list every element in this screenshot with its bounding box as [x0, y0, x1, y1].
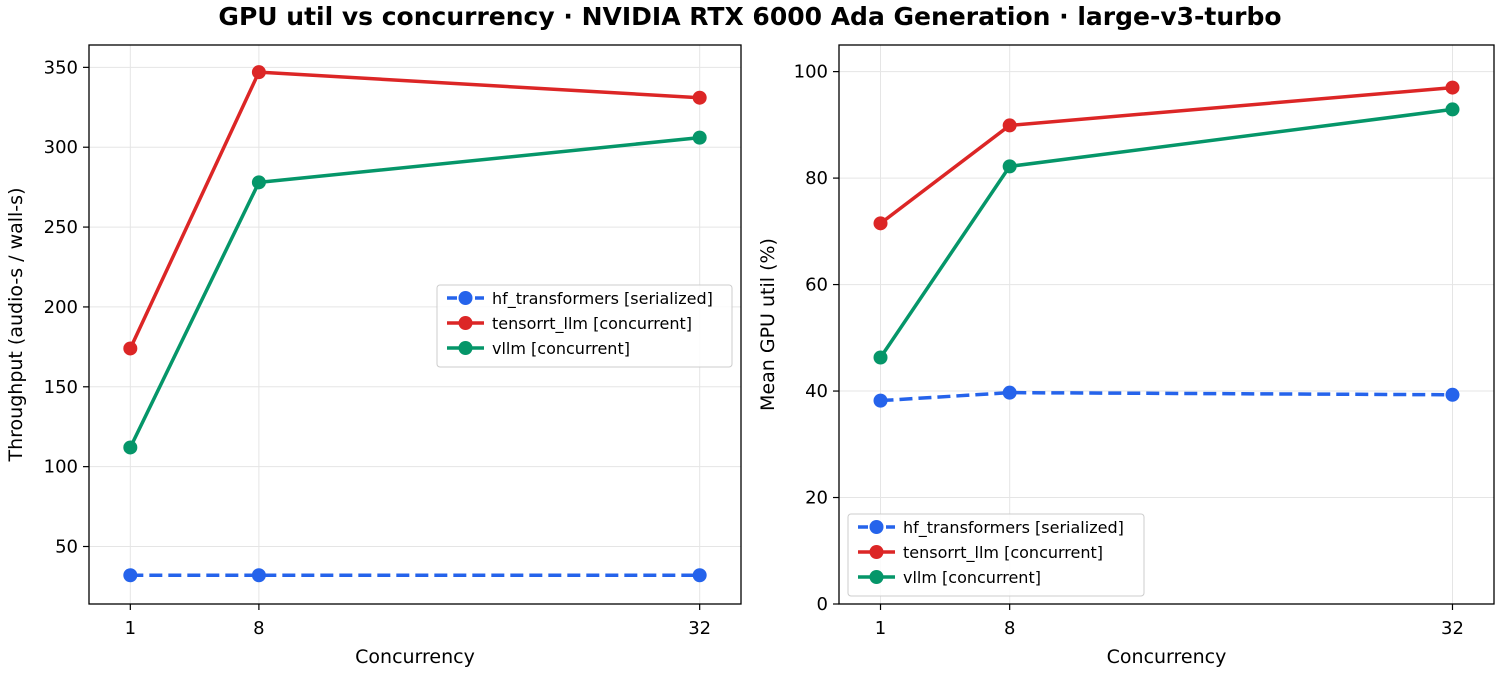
data-point-tensorrt-llm: [692, 90, 707, 105]
legend-label-hf-transformers: hf_transformers [serialized]: [903, 518, 1124, 538]
data-point-hf-transformers: [873, 393, 888, 408]
x-axis-label: Concurrency: [1107, 646, 1227, 668]
y-tick-label: 40: [805, 381, 828, 402]
y-axis-label: Mean GPU util (%): [757, 238, 779, 411]
data-point-tensorrt-llm: [1002, 118, 1017, 133]
legend-marker-tensorrt-llm: [458, 316, 473, 330]
y-tick-label: 50: [55, 537, 78, 558]
data-point-vllm: [123, 440, 138, 455]
y-tick-label: 0: [817, 594, 828, 615]
data-point-tensorrt-llm: [1445, 80, 1460, 95]
y-axis-label: Throughput (audio-s / wall-s): [5, 188, 27, 463]
data-point-vllm: [692, 130, 707, 145]
legend-marker-vllm: [869, 570, 884, 584]
y-tick-label: 150: [44, 377, 78, 398]
data-point-hf-transformers: [1002, 385, 1017, 400]
plot-frame: [838, 44, 1495, 605]
figure-title: GPU util vs concurrency · NVIDIA RTX 600…: [218, 2, 1282, 31]
chart-panel-1: 1 8 32 50 100 150 200 250 300 350 Concurrency Throu…: [5, 44, 742, 668]
chart-panel-2: 1 8 32 0 20 40 60 80 100 Concurrency Mean GPU util…: [757, 44, 1495, 668]
data-point-tensorrt-llm: [873, 216, 888, 231]
x-tick-label: 8: [253, 618, 264, 639]
legend-label-vllm: vllm [concurrent]: [903, 568, 1041, 587]
series-line-vllm: [879, 107, 1453, 359]
y-tick-label: 350: [44, 57, 78, 78]
data-point-vllm: [1445, 102, 1460, 117]
data-point-hf-transformers: [1445, 387, 1460, 402]
legend-box: [436, 284, 733, 368]
series-line-hf-transformers: [880, 390, 1453, 403]
y-tick-label: 60: [805, 275, 828, 296]
x-axis-label: Concurrency: [355, 646, 475, 668]
data-point-hf-transformers: [692, 568, 707, 583]
legend-label-vllm: vllm [concurrent]: [492, 339, 630, 358]
data-point-vllm: [251, 175, 266, 190]
legend-label-tensorrt-llm: tensorrt_llm [concurrent]: [492, 314, 692, 334]
legend-box: [847, 513, 1145, 597]
x-tick-label: 1: [875, 618, 886, 639]
legend-label-tensorrt-llm: tensorrt_llm [concurrent]: [903, 543, 1103, 563]
data-point-hf-transformers: [123, 568, 138, 583]
legend: hf_transformers [serialized] tensorrt_llm…: [847, 513, 1145, 597]
data-point-hf-transformers: [251, 568, 266, 583]
data-point-tensorrt-llm: [123, 341, 138, 356]
data-point-vllm: [1002, 159, 1017, 174]
data-point-vllm: [873, 350, 888, 365]
legend-label-hf-transformers: hf_transformers [serialized]: [492, 289, 713, 309]
x-tick-label: 32: [688, 618, 711, 639]
legend-marker-hf-transformers: [458, 291, 473, 305]
y-tick-label: 80: [805, 168, 828, 189]
legend-marker-vllm: [458, 341, 473, 355]
series-line-tensorrt-llm: [879, 85, 1453, 225]
data-point-tensorrt-llm: [251, 65, 266, 80]
y-tick-label: 200: [44, 297, 78, 318]
legend-marker-tensorrt-llm: [869, 545, 884, 559]
legend-marker-hf-transformers: [869, 520, 884, 534]
plot-frame: [88, 44, 742, 605]
y-tick-label: 300: [44, 137, 78, 158]
y-tick-label: 250: [44, 217, 78, 238]
legend: hf_transformers [serialized] tensorrt_llm…: [436, 284, 733, 368]
x-tick-label: 1: [125, 618, 136, 639]
x-tick-label: 32: [1441, 618, 1464, 639]
y-tick-label: 100: [794, 62, 828, 83]
x-tick-label: 8: [1004, 618, 1015, 639]
y-tick-label: 100: [44, 457, 78, 478]
y-tick-label: 20: [805, 488, 828, 509]
